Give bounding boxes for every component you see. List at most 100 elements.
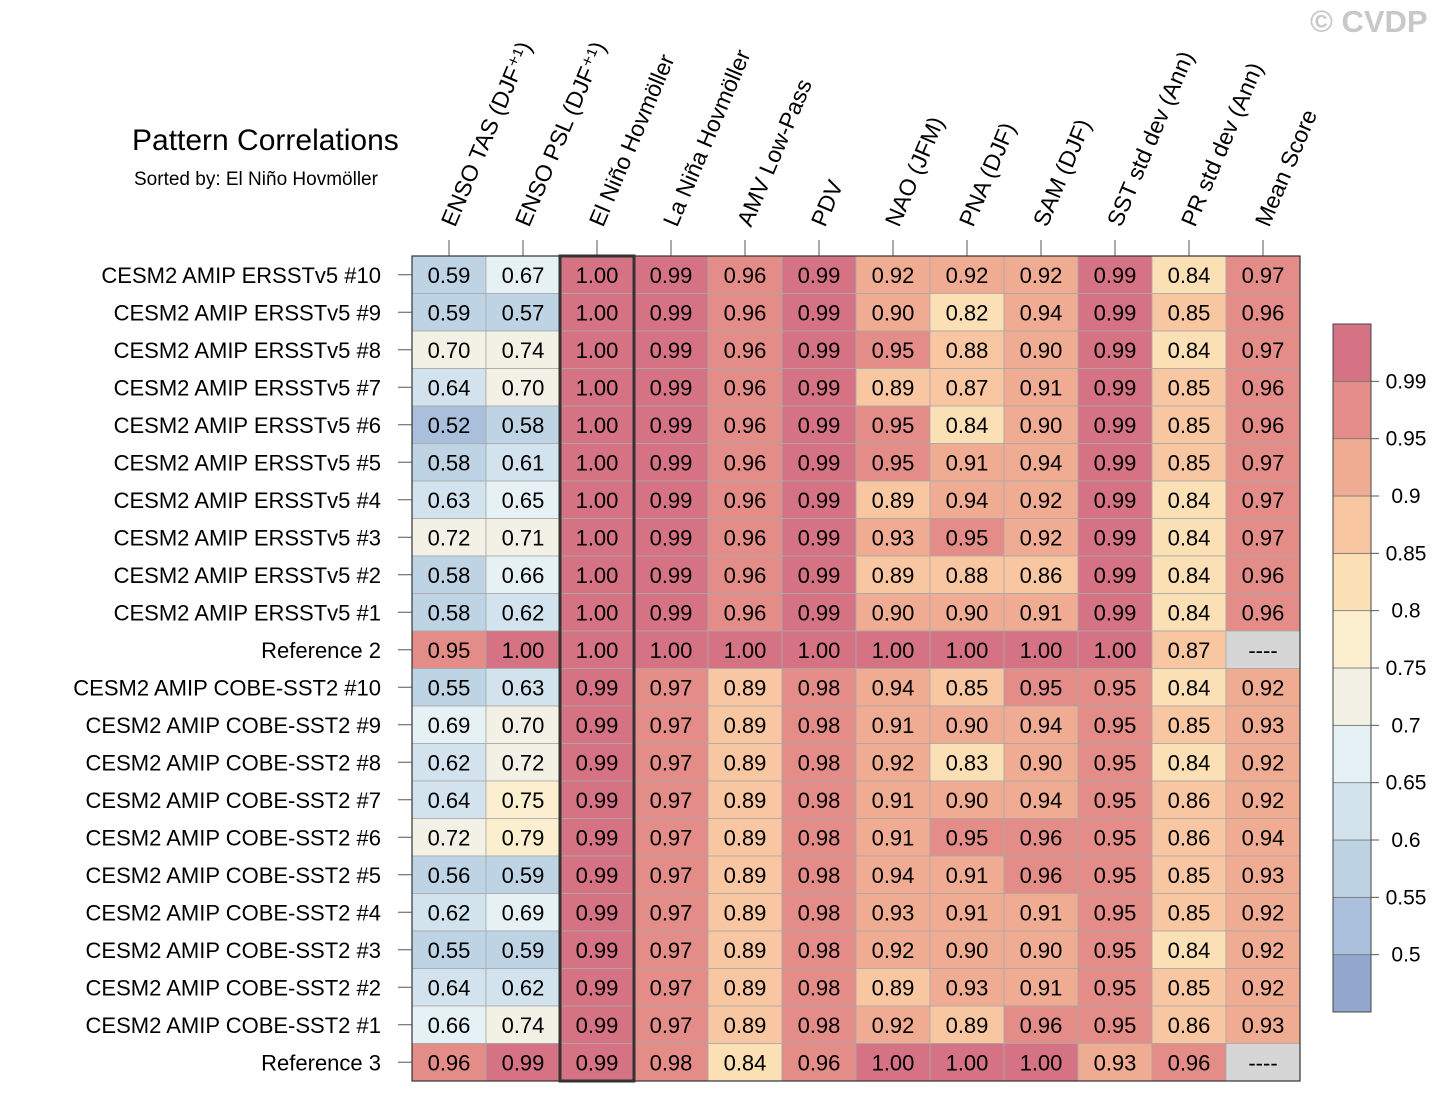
cell-value: 0.99 [798,600,841,625]
heatmap-cell [855,893,931,932]
cell-value: 0.85 [1168,863,1211,888]
colorbar-segment [1332,610,1372,669]
row-label: CESM2 AMIP ERSSTv5 #7 [114,375,381,400]
heatmap-cell [781,593,857,632]
heatmap-cell [1225,368,1301,407]
cell-value: 0.57 [502,300,545,325]
cell-value: 0.93 [1242,863,1285,888]
cell-value: 0.95 [872,338,915,363]
cell-value: 0.98 [798,863,841,888]
column-label-pdv: PDV [806,176,849,230]
cell-value: 0.95 [946,525,989,550]
row-label: CESM2 AMIP COBE-SST2 #3 [86,938,381,963]
cell-value: 0.69 [428,713,471,738]
cell-value: 0.95 [428,638,471,663]
heatmap-cell [707,780,783,819]
heatmap-cell [1077,518,1153,557]
cell-value: 0.99 [650,375,693,400]
heatmap-cell [1225,668,1301,707]
cell-value: 0.75 [502,788,545,813]
heatmap-cell [707,518,783,557]
heatmap-cell [411,1043,487,1082]
heatmap-cell [1151,968,1227,1007]
row-label: CESM2 AMIP ERSSTv5 #2 [114,563,381,588]
cell-value: 0.63 [428,488,471,513]
heatmap-cell [485,443,561,482]
heatmap-cell [559,1005,635,1044]
cell-value: 0.96 [724,450,767,475]
heatmap-cell [1077,593,1153,632]
cell-value: 0.97 [650,975,693,1000]
cell-value: ---- [1248,638,1277,663]
cell-value: 0.95 [1094,900,1137,925]
cell-value: 0.99 [576,788,619,813]
cell-value: 0.96 [1242,563,1285,588]
heatmap-cell [485,368,561,407]
cell-value: 0.96 [1242,600,1285,625]
cell-value: 0.95 [872,413,915,438]
cell-value: 0.90 [1020,338,1063,363]
cell-value: 0.99 [576,1013,619,1038]
heatmap-cell [1151,893,1227,932]
heatmap-cell [1003,705,1079,744]
cell-value: 0.64 [428,788,471,813]
cell-value: 0.61 [502,450,545,475]
cell-value: 0.98 [650,1050,693,1075]
heatmap-cell [1225,743,1301,782]
cell-value: 0.99 [576,863,619,888]
heatmap-cell [1077,255,1153,294]
cell-value: 0.99 [1094,488,1137,513]
cell-value: 0.71 [502,525,545,550]
column-label-amv-low-pass: AMV Low-Pass [732,75,817,230]
heatmap-cell [559,480,635,519]
cell-value: 0.84 [1168,675,1211,700]
heatmap-cell [929,405,1005,444]
row-label: CESM2 AMIP ERSSTv5 #8 [114,338,381,363]
cell-value: 0.98 [798,750,841,775]
cell-value: 0.94 [872,675,915,700]
heatmap-cell [707,593,783,632]
cell-value: 0.97 [650,863,693,888]
cell-value: 0.89 [872,975,915,1000]
heatmap-cell [707,443,783,482]
heatmap-cell [559,930,635,969]
cell-value: 0.90 [872,300,915,325]
cell-value: 0.70 [502,713,545,738]
cell-value: 0.95 [1094,675,1137,700]
heatmap-cell [633,705,709,744]
cell-value: 0.99 [1094,263,1137,288]
cell-value: 0.97 [650,675,693,700]
heatmap-cell [929,443,1005,482]
row-label: CESM2 AMIP COBE-SST2 #5 [86,863,381,888]
heatmap-cell [1151,930,1227,969]
cell-value: 0.99 [650,525,693,550]
heatmap-cell [929,705,1005,744]
heatmap-cells: 0.59 0.67 1.00 0.99 0.96 0.99 0.92 0.92 0.92 0.99… [411,254,1301,1083]
heatmap-cell [1077,368,1153,407]
heatmap-cell [781,818,857,857]
heatmap-cell [855,330,931,369]
cell-value: 0.99 [576,900,619,925]
cell-value: 0.93 [946,975,989,1000]
cell-value: 0.99 [650,450,693,475]
colorbar-segment [1332,667,1372,726]
heatmap-cell [633,518,709,557]
cell-value: 1.00 [872,1050,915,1075]
cell-value: 0.96 [1020,825,1063,850]
heatmap-cell [1003,293,1079,332]
heatmap-cell [485,668,561,707]
heatmap-cell [707,893,783,932]
heatmap-cell [559,1043,635,1082]
cell-value: 0.98 [798,713,841,738]
heatmap-cell [1077,330,1153,369]
heatmap-cell [707,405,783,444]
heatmap-cell [485,1005,561,1044]
cell-value: 0.95 [1094,825,1137,850]
cell-value: 0.86 [1168,1013,1211,1038]
heatmap-cell [929,518,1005,557]
cell-value: 0.95 [1094,1013,1137,1038]
heatmap-cell [781,668,857,707]
cell-value: 1.00 [576,638,619,663]
heatmap-cell [633,855,709,894]
